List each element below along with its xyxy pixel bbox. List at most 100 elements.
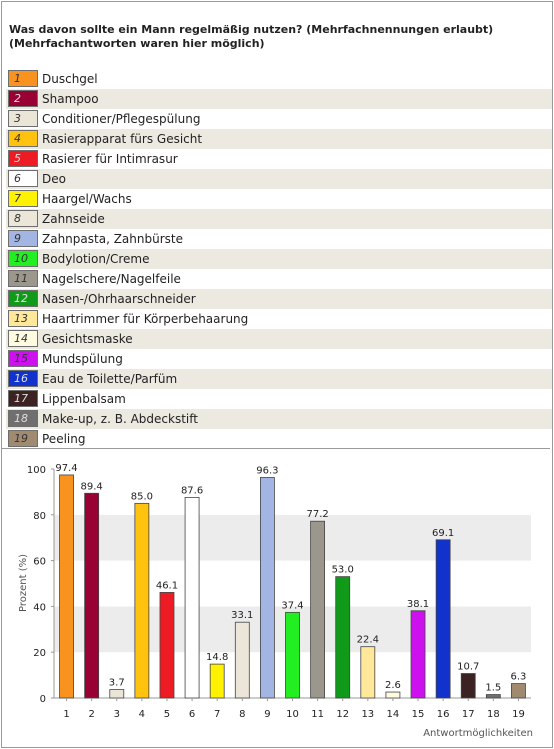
legend-label: Deo (42, 172, 66, 186)
legend-swatch: 7 (8, 190, 38, 207)
data-label: 2.6 (385, 680, 401, 691)
legend-row: 7 Haargel/Wachs (6, 189, 552, 209)
data-label: 22.4 (357, 635, 379, 646)
x-axis-label: Antwortmöglichkeiten (423, 728, 533, 739)
bar (109, 689, 125, 699)
y-tick-label: 40 (33, 602, 46, 613)
bar (360, 646, 376, 699)
y-tick-label: 20 (33, 648, 46, 659)
bar (385, 691, 401, 699)
data-label: 14.8 (206, 652, 228, 663)
bar (134, 502, 150, 699)
legend-label: Conditioner/Pflegespülung (42, 112, 201, 126)
legend-label: Rasierapparat fürs Gesicht (42, 132, 203, 146)
x-tick-label: 8 (239, 709, 245, 720)
legend-label: Nasen-/Ohrhaarschneider (42, 292, 196, 306)
legend-swatch: 11 (8, 270, 38, 287)
data-label: 46.1 (156, 580, 178, 591)
x-tick-label: 2 (88, 709, 94, 720)
legend-row: 9 Zahnpasta, Zahnbürste (6, 229, 552, 249)
legend-row: 14 Gesichtsmaske (6, 329, 552, 349)
bar (460, 673, 476, 699)
x-tick-label: 7 (214, 709, 220, 720)
legend-swatch: 18 (8, 410, 38, 427)
divider (2, 448, 550, 449)
legend-swatch: 13 (8, 310, 38, 327)
x-tick-label: 19 (512, 709, 525, 720)
legend-label: Eau de Toilette/Parfüm (42, 372, 178, 386)
legend-swatch: 16 (8, 370, 38, 387)
legend-row: 12 Nasen-/Ohrhaarschneider (6, 289, 552, 309)
grid-band (54, 560, 531, 607)
legend-swatch: 5 (8, 150, 38, 167)
bar (511, 683, 526, 699)
legend-swatch: 1 (8, 70, 38, 87)
data-label: 97.4 (55, 463, 77, 474)
bar (485, 694, 501, 699)
legend-swatch: 12 (8, 290, 38, 307)
data-label: 85.0 (131, 491, 153, 502)
legend-label: Bodylotion/Creme (42, 252, 150, 266)
bar (259, 477, 275, 699)
legend-row: 19 Peeling (6, 429, 552, 449)
legend-swatch: 3 (8, 110, 38, 127)
data-label: 1.5 (485, 683, 501, 694)
y-axis-label: Prozent (%) (18, 554, 29, 612)
legend-label: Haartrimmer für Körperbehaarung (42, 312, 249, 326)
legend-label: Gesichtsmaske (42, 332, 133, 346)
legend-label: Peeling (42, 432, 86, 446)
x-tick-label: 11 (311, 709, 324, 720)
x-tick-label: 6 (189, 709, 195, 720)
legend-label: Shampoo (42, 92, 99, 106)
legend-row: 5 Rasierer für Intimrasur (6, 149, 552, 169)
x-tick-label: 13 (361, 709, 374, 720)
data-label: 6.3 (510, 672, 526, 683)
legend-row: 18 Make-up, z. B. Abdeckstift (6, 409, 552, 429)
x-tick-label: 9 (264, 709, 270, 720)
legend-row: 6 Deo (6, 169, 552, 189)
answer-legend: 1 Duschgel 2 Shampoo 3 Conditioner/Pflegespül… (6, 69, 552, 449)
y-tick-label: 0 (40, 694, 46, 705)
x-tick-label: 3 (114, 709, 120, 720)
legend-row: 15 Mundspülung (6, 349, 552, 369)
x-tick-label: 14 (387, 709, 400, 720)
data-label: 87.6 (181, 485, 203, 496)
x-tick-label: 15 (412, 709, 425, 720)
legend-swatch: 10 (8, 250, 38, 267)
legend-row: 17 Lippenbalsam (6, 389, 552, 409)
legend-swatch: 14 (8, 330, 38, 347)
legend-swatch: 6 (8, 170, 38, 187)
grid-band (54, 514, 531, 561)
y-tick-label: 80 (33, 511, 46, 522)
legend-label: Lippenbalsam (42, 392, 126, 406)
bar (184, 496, 200, 699)
legend-row: 2 Shampoo (6, 89, 552, 109)
question-title: Was davon sollte ein Mann regelmäßig nut… (9, 23, 494, 50)
x-tick-label: 4 (139, 709, 145, 720)
bar (84, 492, 100, 699)
x-tick-label: 17 (462, 709, 475, 720)
y-tick-label: 100 (27, 465, 46, 476)
legend-row: 10 Bodylotion/Creme (6, 249, 552, 269)
legend-swatch: 15 (8, 350, 38, 367)
data-label: 37.4 (281, 600, 303, 611)
legend-label: Make-up, z. B. Abdeckstift (42, 412, 198, 426)
bar (435, 539, 451, 699)
legend-row: 11 Nagelschere/Nagelfeile (6, 269, 552, 289)
legend-swatch: 8 (8, 210, 38, 227)
legend-label: Rasierer für Intimrasur (42, 152, 178, 166)
legend-swatch: 9 (8, 230, 38, 247)
data-label: 53.0 (332, 565, 354, 576)
data-label: 77.2 (306, 509, 328, 520)
data-label: 69.1 (432, 528, 454, 539)
legend-swatch: 4 (8, 130, 38, 147)
legend-swatch: 17 (8, 390, 38, 407)
legend-row: 1 Duschgel (6, 69, 552, 89)
data-label: 89.4 (81, 481, 103, 492)
legend-row: 4 Rasierapparat fürs Gesicht (6, 129, 552, 149)
legend-row: 3 Conditioner/Pflegespülung (6, 109, 552, 129)
x-tick-label: 5 (164, 709, 170, 720)
data-label: 3.7 (109, 678, 125, 689)
x-tick-label: 1 (63, 709, 69, 720)
